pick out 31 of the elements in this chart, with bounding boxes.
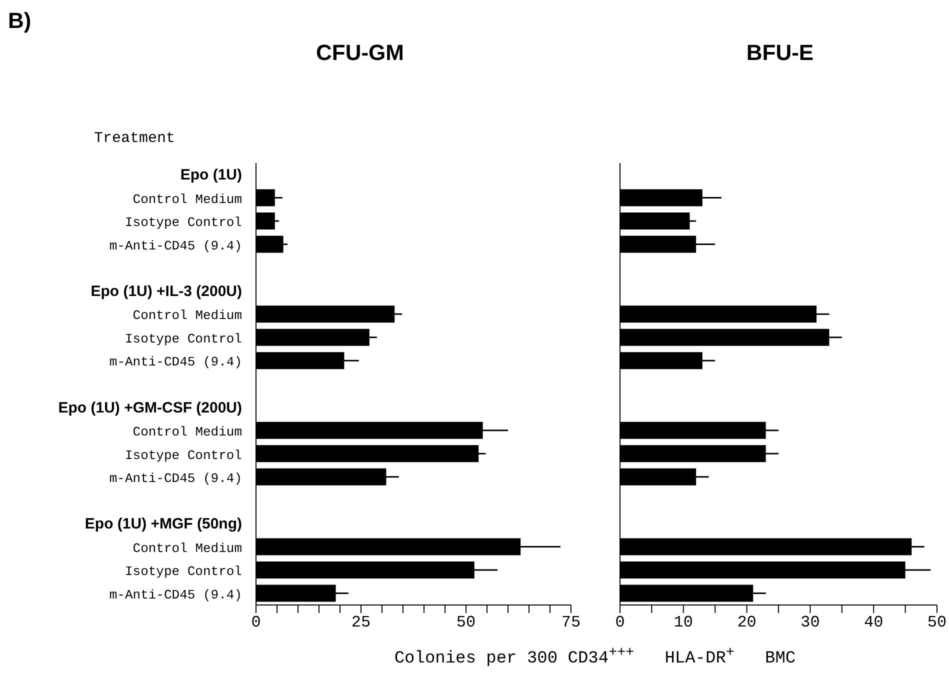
y-tick-label: Control Medium: [132, 540, 242, 556]
x-tick-label: 50: [456, 613, 476, 632]
text: Treatment: [94, 130, 176, 147]
y-tick-label: Isotype Control: [124, 331, 242, 346]
y-tick-label: Isotype Control: [124, 215, 242, 230]
x-tick-label: 75: [561, 613, 581, 632]
y-tick-label: Isotype Control: [124, 448, 242, 463]
x-tick-label: 0: [251, 613, 261, 632]
x-tick-label: 10: [674, 613, 693, 632]
x-tick-label: 50: [927, 613, 947, 632]
y-tick-label: Isotype Control: [124, 564, 242, 580]
chart-title: BFU-E: [745, 40, 815, 66]
y-tick-label: Epo (1U): [180, 166, 242, 184]
y-tick-label: Control Medium: [132, 192, 242, 207]
x-tick-label: 30: [800, 613, 820, 632]
x-tick-label: 20: [737, 613, 756, 632]
x-tick-label: 25: [351, 613, 371, 632]
y-tick-label: Control Medium: [132, 424, 242, 440]
y-tick-label: m-Anti-CD45 (9.4): [109, 587, 242, 602]
text: Colonies per 300 CD34$^{+++}$ HLA-DR$^{+}$ BMC: [394, 645, 796, 669]
y-tick-label: Epo (1U) +MGF (50ng): [84, 516, 242, 533]
y-tick-label: m-Anti-CD45 (9.4): [109, 238, 242, 254]
text: B): [8, 8, 32, 34]
x-tick-label: 40: [864, 613, 884, 632]
y-tick-label: Epo (1U) +GM-CSF (200U): [58, 399, 242, 416]
y-tick-label: m-Anti-CD45 (9.4): [109, 354, 242, 370]
x-tick-label: 0: [615, 613, 625, 632]
y-tick-label: m-Anti-CD45 (9.4): [109, 471, 242, 486]
y-tick-label: Epo (1U) +IL-3 (200U): [90, 282, 242, 300]
y-tick-label: Control Medium: [132, 308, 242, 324]
chart-title: CFU-GM: [315, 40, 405, 66]
